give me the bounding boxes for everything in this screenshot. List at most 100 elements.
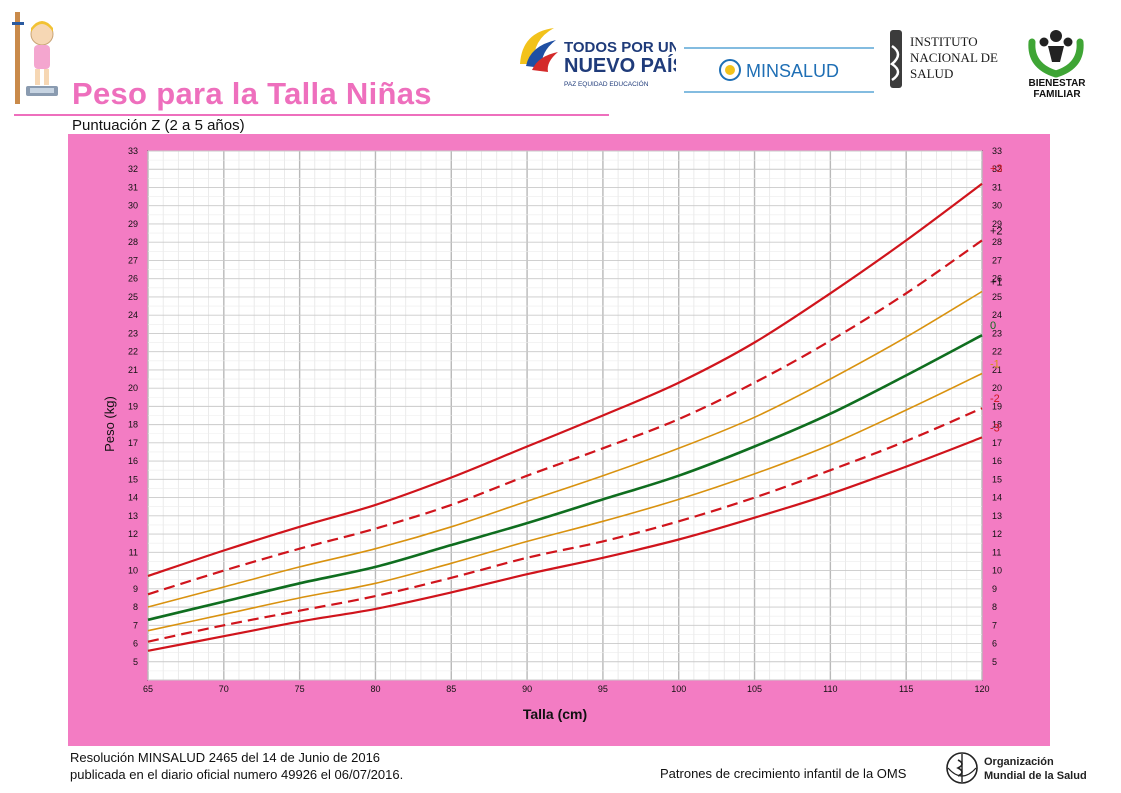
y-tick-label-left: 20 xyxy=(128,383,138,393)
y-tick-label-left: 21 xyxy=(128,365,138,375)
government-logo-line1: TODOS POR UN xyxy=(564,39,676,56)
resolution-line-1: Resolución MINSALUD 2465 del 14 de Junio… xyxy=(70,750,381,765)
ins-logo: INSTITUTO NACIONAL DE SALUD xyxy=(889,30,998,88)
x-tick-label: 90 xyxy=(522,684,532,694)
y-tick-label-left: 30 xyxy=(128,201,138,211)
series-label: +1 xyxy=(990,276,1003,288)
y-tick-label-right: 16 xyxy=(992,456,1002,466)
y-tick-label-left: 27 xyxy=(128,255,138,265)
y-tick-label-right: 18 xyxy=(992,420,1002,430)
ins-logo-line1: INSTITUTO xyxy=(910,34,978,49)
y-tick-label-right: 29 xyxy=(992,219,1002,229)
x-tick-label: 80 xyxy=(370,684,380,694)
x-tick-label: 95 xyxy=(598,684,608,694)
page-title: Peso para la Talla Niñas xyxy=(72,76,432,111)
curve-z-minus1 xyxy=(147,372,983,632)
bienestar-logo-line2: FAMILIAR xyxy=(1033,89,1081,100)
y-tick-label-right: 17 xyxy=(992,438,1002,448)
government-logo-line2: NUEVO PAÍS xyxy=(564,54,676,77)
x-tick-label: 110 xyxy=(823,684,837,694)
ins-logo-line3: SALUD xyxy=(910,66,953,81)
y-tick-label-right: 30 xyxy=(992,201,1002,211)
x-tick-label: 120 xyxy=(974,684,989,694)
y-tick-label-right: 6 xyxy=(992,639,997,649)
y-tick-label-right: 21 xyxy=(992,365,1002,375)
y-tick-label-right: 28 xyxy=(992,237,1002,247)
government-logo: TODOS POR UN NUEVO PAÍS PAZ EQUIDAD EDUC… xyxy=(520,28,676,88)
curve-z-plus3 xyxy=(147,182,983,578)
y-tick-label-left: 15 xyxy=(128,474,138,484)
y-tick-label-right: 20 xyxy=(992,383,1002,393)
y-tick-label-left: 18 xyxy=(128,420,138,430)
who-logo-line2: Mundial de la Salud xyxy=(984,770,1087,782)
y-tick-label-left: 16 xyxy=(128,456,138,466)
series-label: +3 xyxy=(990,163,1003,175)
y-tick-label-left: 10 xyxy=(128,566,138,576)
x-tick-label: 75 xyxy=(295,684,305,694)
y-tick-label-right: 5 xyxy=(992,657,997,667)
bienestar-logo-line1: BIENESTAR xyxy=(1028,78,1086,89)
x-tick-label: 115 xyxy=(899,684,913,694)
minsalud-logo: MINSALUD xyxy=(684,47,874,93)
y-tick-label-left: 7 xyxy=(133,620,138,630)
y-tick-label-right: 32 xyxy=(992,164,1002,174)
y-tick-label-right: 7 xyxy=(992,620,997,630)
y-tick-label-right: 26 xyxy=(992,274,1002,284)
bienestar-logo: BIENESTAR FAMILIAR xyxy=(1028,30,1086,100)
y-tick-label-right: 10 xyxy=(992,566,1002,576)
y-tick-label-left: 19 xyxy=(128,401,138,411)
y-tick-label-left: 28 xyxy=(128,237,138,247)
y-tick-label-left: 23 xyxy=(128,328,138,338)
y-tick-label-left: 14 xyxy=(128,493,138,503)
who-standards-note: Patrones de crecimiento infantil de la O… xyxy=(660,766,907,781)
y-tick-label-right: 23 xyxy=(992,328,1002,338)
y-tick-label-left: 33 xyxy=(128,146,138,156)
y-tick-label-right: 31 xyxy=(992,182,1002,192)
y-tick-label-right: 33 xyxy=(992,146,1002,156)
y-tick-label-left: 22 xyxy=(128,347,138,357)
y-tick-label-left: 25 xyxy=(128,292,138,302)
y-tick-label-left: 31 xyxy=(128,182,138,192)
y-tick-label-right: 11 xyxy=(992,547,1001,557)
y-tick-label-right: 19 xyxy=(992,401,1002,411)
x-axis-label: Talla (cm) xyxy=(523,706,587,722)
y-tick-label-left: 29 xyxy=(128,219,138,229)
y-tick-label-left: 13 xyxy=(128,511,138,521)
y-tick-label-right: 22 xyxy=(992,347,1002,357)
curve-z-plus2 xyxy=(147,239,983,596)
series-label: -2 xyxy=(990,393,1000,405)
y-tick-label-right: 12 xyxy=(992,529,1002,539)
x-tick-label: 65 xyxy=(143,684,153,694)
y-tick-label-left: 5 xyxy=(133,657,138,667)
series-label: 0 xyxy=(990,320,996,332)
y-tick-label-left: 6 xyxy=(133,639,138,649)
resolution-line-2: publicada en el diario oficial numero 49… xyxy=(70,767,404,782)
x-tick-label: 105 xyxy=(747,684,762,694)
series-label: -1 xyxy=(990,359,1000,371)
who-logo: Organización Mundial de la Salud xyxy=(946,752,1087,784)
x-tick-label: 85 xyxy=(446,684,456,694)
y-tick-label-right: 24 xyxy=(992,310,1002,320)
curve-z-0 xyxy=(147,334,983,622)
y-tick-label-right: 27 xyxy=(992,255,1002,265)
curve-z-minus2 xyxy=(147,407,983,643)
ins-logo-line2: NACIONAL DE xyxy=(910,50,998,65)
y-tick-label-left: 26 xyxy=(128,274,138,284)
series-label: -3 xyxy=(990,422,1000,434)
series-label: +2 xyxy=(990,225,1003,237)
y-tick-label-left: 8 xyxy=(133,602,138,612)
y-tick-label-right: 9 xyxy=(992,584,997,594)
y-tick-label-right: 8 xyxy=(992,602,997,612)
y-tick-label-left: 12 xyxy=(128,529,138,539)
girl-illustration xyxy=(12,12,58,104)
who-logo-line1: Organización xyxy=(984,756,1054,768)
title-underline xyxy=(14,114,609,116)
minsalud-logo-text: MINSALUD xyxy=(746,61,839,81)
x-tick-label: 100 xyxy=(671,684,686,694)
y-axis-label: Peso (kg) xyxy=(102,396,117,452)
y-tick-label-right: 25 xyxy=(992,292,1002,302)
y-tick-label-right: 15 xyxy=(992,474,1002,484)
y-tick-label-left: 11 xyxy=(129,547,138,557)
y-tick-label-right: 14 xyxy=(992,493,1002,503)
y-tick-label-left: 17 xyxy=(128,438,138,448)
